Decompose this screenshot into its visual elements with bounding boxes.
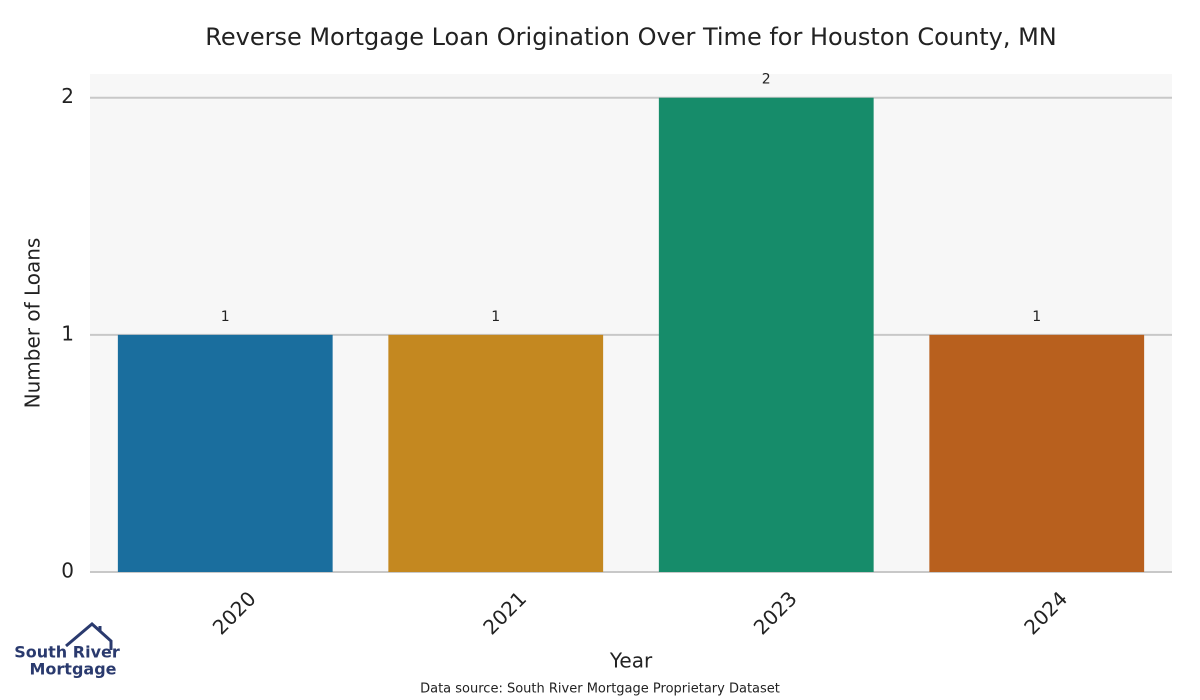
y-tick-label: 1	[61, 321, 74, 345]
value-label: 1	[221, 309, 230, 325]
value-label: 1	[491, 309, 500, 325]
x-axis-label: Year	[609, 649, 653, 673]
x-tick-label: 2023	[749, 586, 802, 639]
bar	[388, 334, 604, 572]
value-label: 2	[762, 72, 771, 88]
logo-house	[65, 622, 113, 650]
value-label: 1	[1032, 309, 1041, 325]
chart-title: Reverse Mortgage Loan Origination Over T…	[205, 23, 1056, 51]
bar	[929, 334, 1145, 572]
x-tick-label: 2024	[1019, 586, 1072, 639]
y-tick-label: 0	[61, 559, 74, 583]
logo-text: South River	[14, 643, 120, 662]
logo: South River Mortgage	[14, 622, 120, 679]
x-tick-label: 2021	[478, 586, 531, 639]
bar	[658, 97, 874, 572]
bar	[117, 334, 333, 572]
logo-text: Mortgage	[29, 660, 116, 679]
y-axis-label: Number of Loans	[21, 238, 45, 409]
source-note: Data source: South River Mortgage Propri…	[420, 682, 780, 697]
y-tick-label: 2	[61, 84, 74, 108]
x-tick-label: 2020	[208, 586, 261, 639]
